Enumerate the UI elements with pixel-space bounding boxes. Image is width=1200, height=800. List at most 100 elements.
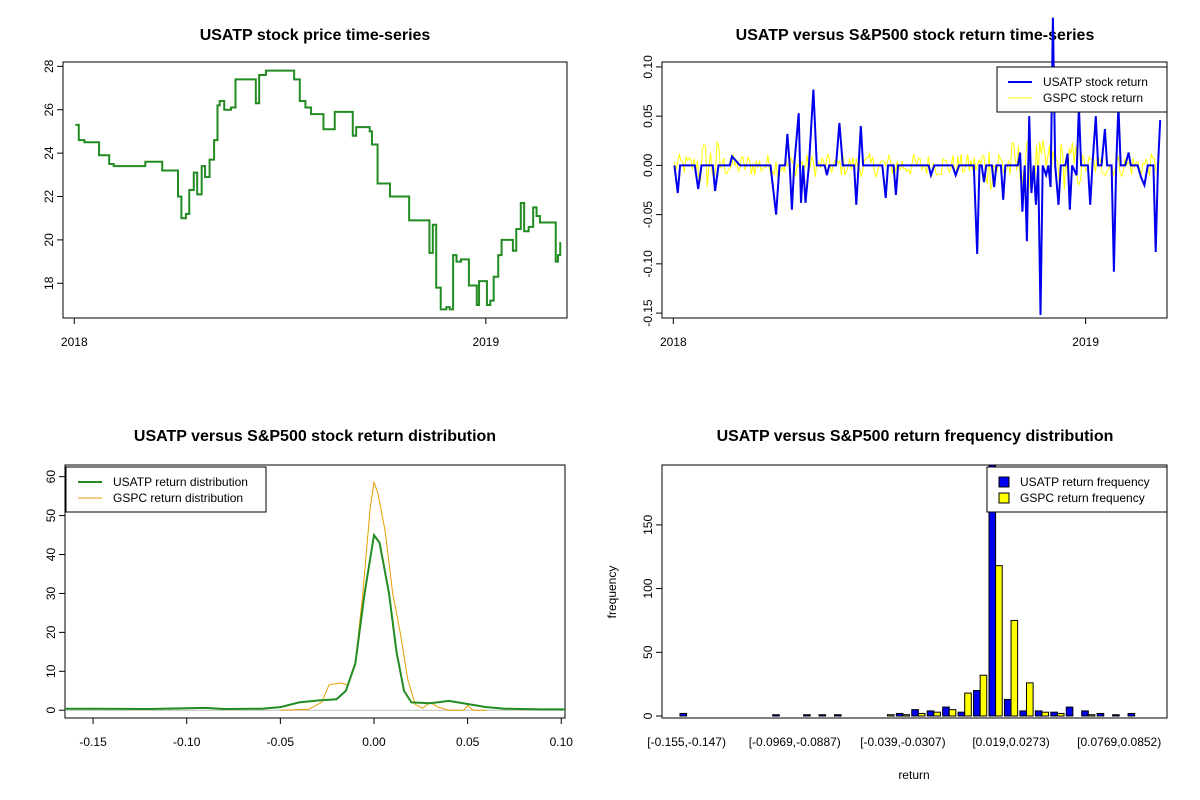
- returns-frame: [661, 61, 1168, 319]
- density-ytick-label: 0: [44, 707, 58, 714]
- density-xtick-label: -0.05: [267, 735, 295, 749]
- usatp-freq-bar: [1050, 711, 1058, 717]
- usatp-freq-bar: [803, 714, 811, 717]
- returns-xtick-label: 2019: [1072, 335, 1099, 349]
- price-ytick-label: 26: [42, 103, 56, 117]
- price-xtick-label: 2019: [472, 335, 499, 349]
- legend-label: USATP stock return: [1043, 75, 1148, 89]
- frequency-xtick-label: [0.019,0.0273): [972, 735, 1049, 749]
- legend-label: USATP return distribution: [113, 475, 248, 489]
- returns-title: USATP versus S&P500 stock return time-se…: [736, 27, 1095, 44]
- usatp-freq-bar: [942, 706, 950, 717]
- price-ytick-label: 20: [42, 233, 56, 247]
- price-ytick-label: 18: [42, 276, 56, 290]
- usatp-freq-bar: [973, 690, 981, 717]
- density-frame: [64, 464, 566, 719]
- density-xtick-label: -0.10: [173, 735, 201, 749]
- usatp-freq-bar: [772, 714, 780, 717]
- legend-label: USATP return frequency: [1020, 475, 1150, 489]
- returns-ytick-label: -0.15: [641, 299, 655, 327]
- usatp-return-line: [673, 17, 1162, 316]
- frequency-chart: USATP versus S&P500 return frequency dis…: [605, 428, 1168, 782]
- density-legend: USATP return distribution GSPC return dis…: [65, 466, 267, 513]
- legend-label: GSPC stock return: [1043, 91, 1143, 105]
- usatp-freq-bar: [1003, 698, 1012, 717]
- frequency-xtick-label: [0.0769,0.0852): [1077, 735, 1161, 749]
- price-ytick-label: 24: [42, 146, 56, 160]
- usatp-freq-bar: [1127, 712, 1136, 717]
- price-chart: USATP stock price time-series 18 20 22 24 26 2…: [42, 27, 568, 349]
- frequency-ytick-label: 0: [641, 712, 655, 719]
- density-ytick-label: 20: [44, 625, 58, 639]
- density-ytick-label: 50: [44, 509, 58, 523]
- usatp-freq-bar: [1065, 706, 1074, 717]
- gspc-freq-bar: [1087, 714, 1096, 717]
- gspc-freq-bar: [995, 565, 1003, 717]
- usatp-freq-bar: [1081, 710, 1089, 717]
- density-ytick-label: 30: [44, 586, 58, 600]
- gspc-freq-bar: [979, 674, 988, 717]
- frequency-ylabel: frequency: [605, 566, 619, 619]
- price-xtick-label: 2018: [61, 335, 88, 349]
- density-ytick-label: 60: [44, 470, 58, 484]
- usatp-freq-bar: [957, 711, 966, 717]
- gspc-freq-bar: [886, 714, 895, 717]
- frequency-xtick-label: [-0.039,-0.0307): [860, 735, 945, 749]
- usatp-freq-bar: [1112, 714, 1120, 717]
- usatp-freq-bar: [834, 714, 842, 717]
- frequency-xlabel: return: [898, 768, 929, 782]
- frequency-xtick-label: [-0.155,-0.147): [647, 735, 726, 749]
- usatp-density-line: [65, 532, 565, 711]
- returns-legend: USATP stock return GSPC stock return: [996, 66, 1168, 113]
- density-xtick-label: -0.15: [79, 735, 107, 749]
- gspc-freq-bar: [964, 692, 972, 717]
- density-chart: USATP versus S&P500 stock return distrib…: [44, 428, 573, 749]
- gspc-freq-bar: [1056, 712, 1065, 717]
- density-xtick-label: 0.05: [456, 735, 480, 749]
- frequency-xtick-label: [-0.0969,-0.0887): [749, 735, 841, 749]
- gspc-density-line: [280, 480, 487, 711]
- usatp-freq-bar: [1096, 712, 1105, 717]
- density-ytick-label: 40: [44, 548, 58, 562]
- density-xtick-label: 0.10: [550, 735, 574, 749]
- legend-box: [996, 66, 1168, 113]
- returns-ytick-label: 0.00: [641, 153, 655, 177]
- usatp-freq-bar: [818, 714, 827, 717]
- returns-ytick-label: -0.10: [641, 250, 655, 278]
- price-ytick-label: 22: [42, 190, 56, 204]
- returns-xtick-label: 2018: [660, 335, 687, 349]
- density-ytick-label: 10: [44, 664, 58, 678]
- gspc-freq-bar: [917, 712, 926, 717]
- price-title: USATP stock price time-series: [200, 27, 431, 44]
- frequency-ytick-label: 50: [641, 645, 655, 659]
- usatp-freq-bar: [895, 712, 904, 717]
- legend-swatch: [998, 476, 1010, 488]
- price-series-line: [75, 69, 562, 311]
- usatp-freq-bar: [679, 712, 688, 717]
- price-frame: [62, 61, 568, 319]
- density-xtick-label: 0.00: [362, 735, 386, 749]
- returns-ytick-label: -0.05: [641, 201, 655, 229]
- legend-box: [65, 466, 267, 513]
- gspc-freq-bar: [1026, 682, 1034, 717]
- price-ytick-label: 28: [42, 59, 56, 73]
- usatp-freq-bar: [911, 709, 919, 717]
- legend-swatch: [998, 492, 1010, 504]
- frequency-title: USATP versus S&P500 return frequency dis…: [717, 428, 1114, 445]
- legend-box: [986, 466, 1168, 513]
- frequency-frame: [661, 464, 1168, 719]
- frequency-ytick-label: 100: [641, 578, 655, 598]
- frequency-legend: USATP return frequency GSPC return freque…: [986, 466, 1168, 513]
- frequency-ytick-label: 150: [641, 515, 655, 535]
- gspc-freq-bar: [1041, 711, 1050, 717]
- gspc-freq-bar: [902, 714, 911, 717]
- usatp-freq-bar: [1019, 710, 1028, 717]
- gspc-freq-bar: [948, 709, 957, 717]
- returns-ytick-label: 0.05: [641, 104, 655, 128]
- legend-label: GSPC return distribution: [113, 491, 243, 505]
- density-title: USATP versus S&P500 stock return distrib…: [134, 428, 496, 445]
- legend-label: GSPC return frequency: [1020, 491, 1145, 505]
- gspc-freq-bar: [1010, 619, 1019, 717]
- usatp-freq-bar: [926, 710, 935, 717]
